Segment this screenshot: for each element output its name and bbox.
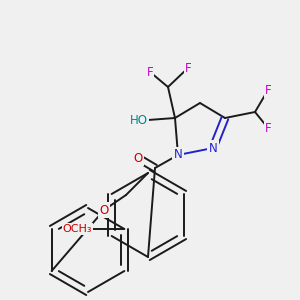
Text: F: F xyxy=(265,83,271,97)
Text: F: F xyxy=(147,65,153,79)
Text: N: N xyxy=(174,148,182,161)
Text: N: N xyxy=(208,142,217,154)
Text: O: O xyxy=(99,203,109,217)
Text: F: F xyxy=(265,122,271,134)
Text: HO: HO xyxy=(130,113,148,127)
Text: OCH₃: OCH₃ xyxy=(63,224,92,234)
Text: F: F xyxy=(185,61,191,74)
Text: O: O xyxy=(134,152,142,164)
